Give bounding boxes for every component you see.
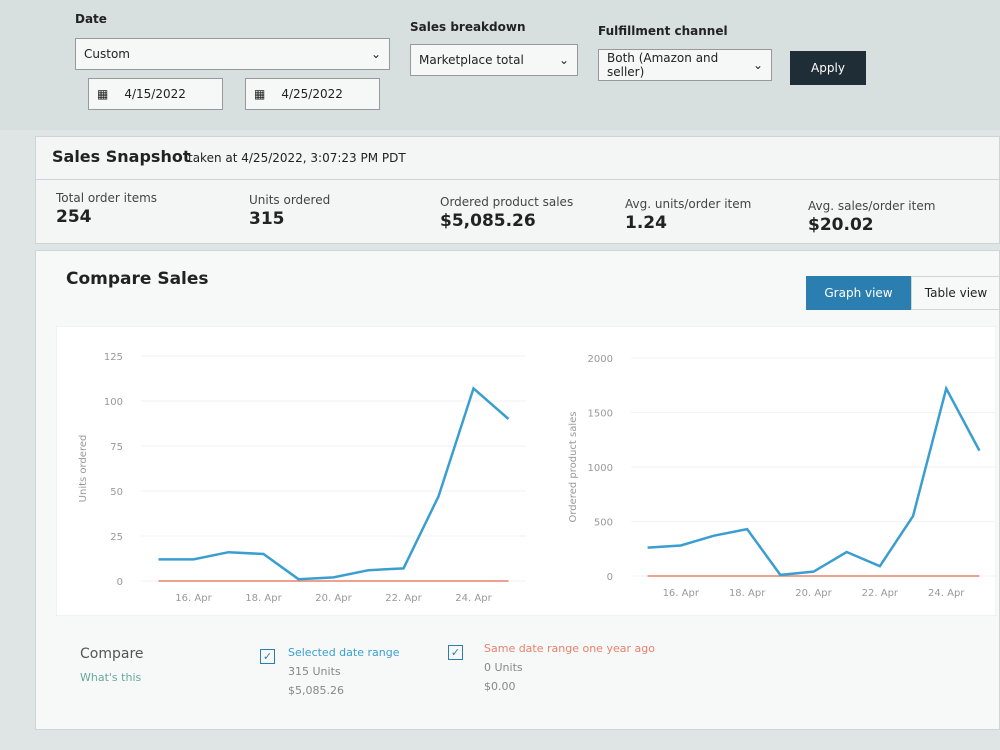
x-tick-label: 20. Apr (315, 593, 352, 604)
x-tick-label: 22. Apr (385, 593, 422, 604)
breakdown-select[interactable]: Marketplace total ⌄ (410, 44, 578, 76)
selected-sales: $5,085.26 (288, 684, 344, 697)
start-date-value: 4/15/2022 (124, 87, 186, 101)
apply-button[interactable]: Apply (790, 51, 866, 85)
date-range-select[interactable]: Custom ⌄ (75, 38, 390, 70)
metric-value: $5,085.26 (440, 211, 536, 231)
y-tick-label: 0 (607, 572, 613, 583)
calendar-icon: ▦ (97, 87, 109, 101)
metric-value: $20.02 (808, 215, 874, 235)
metric-label: Avg. sales/order item (808, 199, 936, 213)
x-tick-label: 16. Apr (175, 593, 212, 604)
y-tick-label: 25 (110, 532, 123, 543)
end-date[interactable]: ▦ 4/25/2022 (245, 78, 380, 110)
date-label: Date (75, 12, 107, 26)
compare-sales-title: Compare Sales (66, 269, 209, 289)
selected-units: 315 Units (288, 665, 341, 678)
series-line (158, 386, 510, 581)
metric-label: Total order items (56, 191, 158, 205)
whats-this-link[interactable]: What's this (80, 671, 142, 684)
y-tick-label: 100 (104, 397, 123, 408)
charts: 0 25 50 75 100 125 Units ordered 16. Apr 18. Apr… (56, 326, 996, 616)
metric-value: 1.24 (625, 213, 667, 233)
metric-label: Ordered product sales (440, 195, 574, 209)
metric-value: 315 (249, 209, 285, 229)
divider (36, 179, 999, 180)
checkbox[interactable]: ✓ (260, 649, 275, 664)
x-tick-label: 22. Apr (862, 588, 899, 599)
x-tick-label: 24. Apr (928, 588, 965, 599)
metric-label: Units ordered (249, 193, 331, 207)
metric: Avg. units/order item 1.24 (625, 197, 751, 233)
x-tick-label: 18. Apr (245, 593, 282, 604)
metric-value: 254 (56, 207, 92, 227)
y-tick-label: 1500 (588, 409, 613, 420)
last-year-units: 0 Units (484, 661, 523, 674)
selected-legend: Selected date range 315 Units $5,085.26 (288, 643, 399, 700)
start-date[interactable]: ▦ 4/15/2022 (88, 78, 223, 110)
y-tick-label: 500 (594, 518, 613, 529)
metric: Ordered product sales $5,085.26 (440, 195, 573, 231)
y-tick-label: 2000 (588, 354, 613, 365)
date-range-value: Custom (84, 47, 130, 61)
y-axis-title: Ordered product sales (568, 412, 579, 523)
compare-sales-panel: Compare Sales Graph view Table view 0 25 5… (35, 250, 1000, 730)
channel-select[interactable]: Both (Amazon and seller) ⌄ (598, 49, 772, 81)
compare-title: Compare (80, 646, 144, 662)
caret: ⌄ (370, 47, 381, 61)
x-tick-label: 18. Apr (729, 588, 766, 599)
table-view-tab[interactable]: Table view (911, 276, 1000, 310)
x-tick-label: 24. Apr (455, 593, 492, 604)
breakdown-value: Marketplace total (419, 53, 524, 67)
x-tick-label: 16. Apr (663, 588, 700, 599)
y-tick-label: 0 (117, 577, 123, 588)
caret: ⌄ (558, 53, 569, 67)
y-tick-label: 1000 (588, 463, 613, 474)
snapshot-time: taken at 4/25/2022, 3:07:23 PM PDT (188, 151, 406, 165)
metric: Units ordered 315 (249, 193, 330, 229)
x-tick-label: 20. Apr (795, 588, 832, 599)
snapshot-title: Sales Snapshot (52, 147, 191, 166)
legend-entry: Same date range one year ago (484, 642, 655, 655)
last-year-sales: $0.00 (484, 680, 516, 693)
series-line (647, 385, 981, 577)
metric-label: Avg. units/order item (625, 197, 752, 211)
y-tick-label: 75 (110, 442, 123, 453)
breakdown-label: Sales breakdown (410, 20, 526, 34)
last-year-legend: Same date range one year ago 0 Units $0.… (484, 639, 655, 696)
caret: ⌄ (752, 58, 763, 72)
filter-bar: Date Custom ⌄ ▦ 4/15/2022 ▦ 4/25/2022 Sales… (0, 0, 1000, 130)
legend-entry: Selected date range (288, 646, 400, 659)
snapshot-panel: Sales Snapshot taken at 4/25/2022, 3:07:… (35, 136, 1000, 244)
y-tick-label: 50 (110, 487, 123, 498)
y-axis-title: Units ordered (78, 435, 89, 503)
y-tick-label: 125 (104, 352, 123, 363)
end-date-value: 4/25/2022 (281, 87, 343, 101)
metric: Avg. sales/order item $20.02 (808, 199, 935, 235)
calendar-icon: ▦ (254, 87, 266, 101)
channel-label: Fulfillment channel (598, 24, 728, 38)
checkbox[interactable]: ✓ (448, 645, 463, 660)
channel-value: Both (Amazon and seller) (607, 51, 719, 79)
chart-background (56, 326, 996, 616)
metric: Total order items 254 (56, 191, 157, 227)
graph-view-tab[interactable]: Graph view (806, 276, 911, 310)
